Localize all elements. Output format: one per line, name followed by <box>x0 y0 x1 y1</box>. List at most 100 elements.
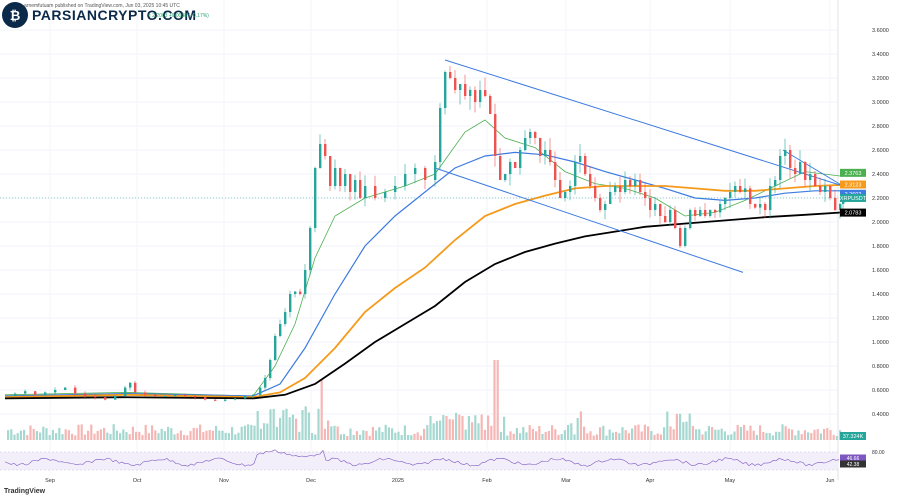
volume-bar <box>653 434 656 440</box>
publisher-text: arnemfutuam published on TradingView.com… <box>24 3 180 9</box>
volume-bar <box>691 425 694 440</box>
volume-bar <box>659 434 662 440</box>
grid <box>0 0 839 480</box>
volume-bar <box>42 426 45 440</box>
volume-bar <box>135 431 138 440</box>
candle-body <box>634 180 637 186</box>
volume-bar <box>749 425 752 440</box>
volume-bar <box>615 431 618 440</box>
volume-bar <box>39 432 42 440</box>
volume-bar <box>531 428 534 440</box>
volume-bar <box>170 428 173 440</box>
candle-body <box>259 387 262 395</box>
volume-bar <box>256 411 259 440</box>
candle-body <box>669 210 672 222</box>
volume-bar <box>416 432 419 440</box>
candle-body <box>344 174 347 186</box>
candle-body <box>514 162 517 168</box>
x-tick-label: Feb <box>482 478 491 484</box>
volume-bar <box>103 427 106 440</box>
price-tag <box>840 189 866 198</box>
volume-bar <box>403 425 406 440</box>
y-tick-label: 1.2000 <box>872 316 889 322</box>
volume-bar <box>704 431 707 440</box>
volume-bar <box>461 415 464 440</box>
volume-bar <box>144 424 147 440</box>
volume-bar <box>656 433 659 440</box>
candle-body <box>164 396 167 397</box>
price-tag-label: XRPUSDT <box>840 196 867 202</box>
volume-bar <box>71 433 74 440</box>
volume-bar <box>247 424 250 440</box>
volume-bar <box>323 428 326 440</box>
volume-bar <box>99 429 102 440</box>
volume-bar <box>493 360 496 440</box>
candle-body <box>264 378 267 388</box>
volume-bar <box>263 423 266 440</box>
volume-bar <box>378 427 381 440</box>
volume-bar <box>733 431 736 440</box>
y-tick-label: 0.4000 <box>872 412 889 418</box>
volume-bar <box>755 434 758 440</box>
rsi-tag <box>840 454 866 462</box>
candle-body <box>324 144 327 156</box>
volume-bar <box>474 415 477 440</box>
volume-bar <box>314 434 317 440</box>
volume-bar <box>90 424 93 440</box>
volume-bar <box>666 411 669 440</box>
candle-body <box>579 156 582 162</box>
volume-bar <box>128 434 131 440</box>
candle-body <box>559 180 562 198</box>
price-tag <box>840 180 866 189</box>
volume-bar <box>362 430 365 440</box>
volume-bar <box>503 416 506 440</box>
brand-watermark: ₿ PARSIANCRYPTO.COM <box>2 2 197 28</box>
candle-body <box>279 324 282 336</box>
volume-tag <box>840 432 866 440</box>
candle-body <box>224 399 227 401</box>
volume-bar <box>442 414 445 440</box>
candle-body <box>759 204 762 208</box>
ema-200-line <box>4 211 844 400</box>
volume-bar <box>32 428 35 440</box>
candle-body <box>599 198 602 210</box>
candle-body <box>124 387 127 396</box>
volume-bar <box>535 431 538 440</box>
volume-bar <box>119 433 122 440</box>
volume-bar <box>320 380 323 440</box>
volume-bar <box>621 427 624 440</box>
candle-body <box>719 204 722 213</box>
candle-body <box>744 188 747 192</box>
candle-body <box>44 392 47 395</box>
x-tick-label: Nov <box>219 478 229 484</box>
volume-bar <box>499 431 502 440</box>
volume-bar <box>192 427 195 440</box>
candle-body <box>319 144 322 168</box>
volume-bar <box>752 430 755 440</box>
volume-bar <box>67 430 70 440</box>
volume-bar <box>448 419 451 440</box>
candle-body <box>129 382 132 388</box>
candle-body <box>624 180 627 192</box>
volume-bar <box>637 424 640 440</box>
volume-bar <box>304 406 307 440</box>
volume-bar <box>803 430 806 440</box>
volume-bar <box>435 421 438 440</box>
volume-bar <box>695 429 698 440</box>
candle-body <box>534 132 537 138</box>
volume-bar <box>595 434 598 440</box>
volume-bar <box>307 412 310 440</box>
volume-bar <box>234 434 237 440</box>
volume-bar <box>618 433 621 440</box>
volume-bar <box>791 429 794 440</box>
volume-bar <box>413 433 416 440</box>
candle-body <box>34 391 37 395</box>
volume-bar <box>819 433 822 440</box>
y-tick-label: 1.0000 <box>872 340 889 346</box>
candle-body <box>509 162 512 174</box>
volume-bar <box>682 422 685 440</box>
candle-body <box>774 180 777 186</box>
volume-bar <box>250 424 253 440</box>
volume-bar <box>160 428 163 440</box>
